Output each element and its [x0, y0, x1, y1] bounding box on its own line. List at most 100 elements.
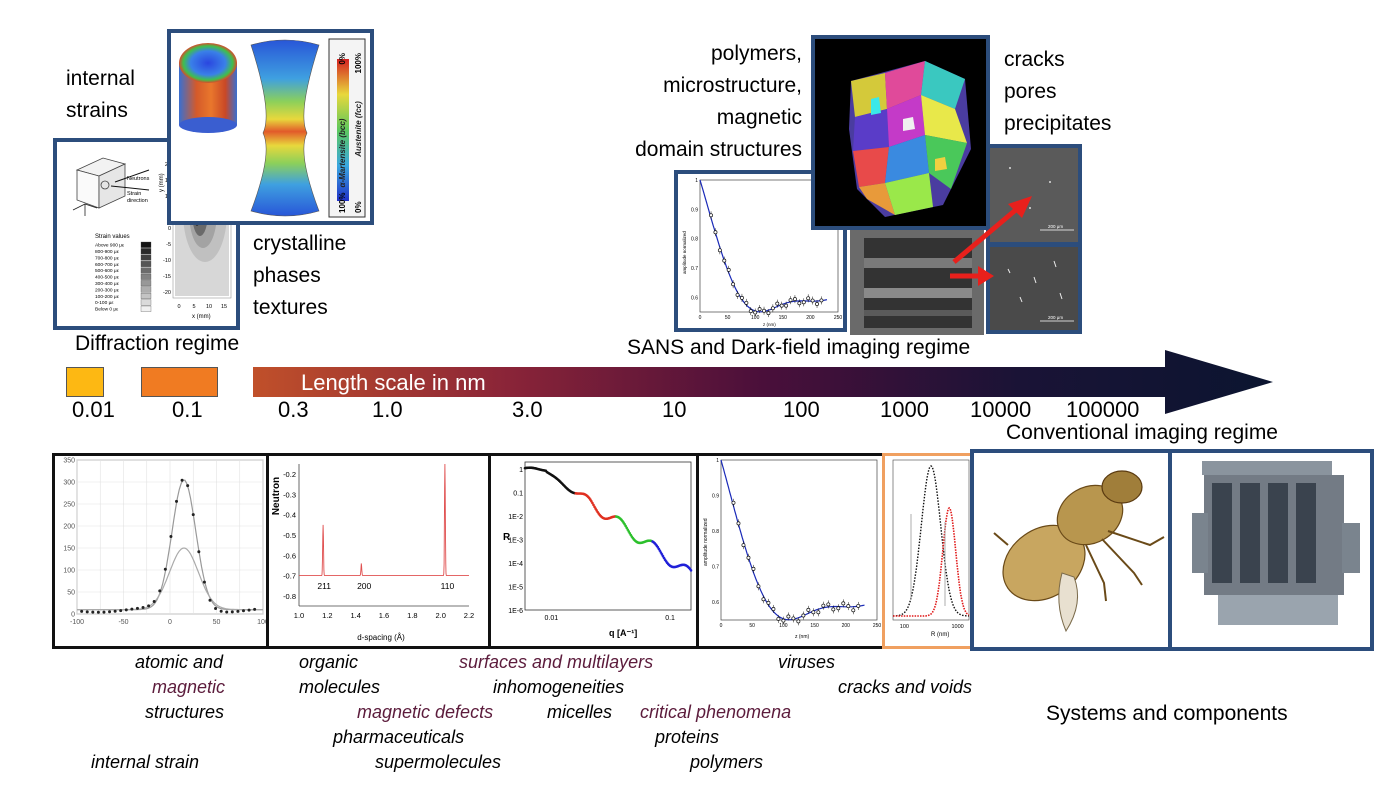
data-point [788, 298, 793, 303]
label-line: domain structures [635, 138, 802, 161]
micrograph-bg [990, 247, 1078, 330]
reflectivity-plot-panel: 1 0.1 1E-2 1E-3 1E-4 1E-5 1E-6 0.01 0.1 R q [A⁻… [488, 453, 699, 649]
x-tick: 1.8 [407, 611, 417, 620]
y-tick: 300 [63, 480, 75, 487]
y-axis-label: R [503, 532, 511, 543]
data-point [766, 600, 771, 605]
legend-swatch [140, 293, 152, 299]
y-axis-label: y (mm) [159, 173, 165, 192]
legend-label: 800-900 με [95, 249, 120, 255]
y-tick: 1E-3 [508, 538, 523, 545]
x-tick: 1.6 [379, 611, 389, 620]
y-tick: -5 [166, 242, 171, 248]
legend-swatch [140, 273, 152, 280]
length-tick: 10 [662, 397, 687, 422]
app-critical-phenomena: critical phenomena [640, 702, 792, 722]
data-point [717, 248, 722, 253]
app-supermolecules: supermolecules [375, 752, 502, 772]
x-axis-label: q [A⁻¹] [609, 628, 637, 638]
data-point [797, 301, 802, 306]
legend-swatch [140, 248, 152, 255]
grain [885, 173, 933, 215]
strain-arrow [110, 185, 150, 191]
y-axis-label: Neutron [271, 477, 282, 515]
x-tick: 250 [873, 623, 882, 629]
sans-regime-label: SANS and Dark-field imaging regime [627, 336, 971, 359]
length-tick: 3.0 [512, 397, 543, 422]
scale-bar-label: 200 μm [1048, 315, 1063, 320]
data-point [175, 499, 179, 503]
data-point [821, 603, 826, 608]
y-tick: 0.6 [691, 295, 698, 301]
length-tick: 0.3 [278, 397, 309, 422]
label-line: pores [1004, 80, 1057, 103]
legend-label: 300-400 με [95, 281, 120, 287]
peak-labels: 211 200 110 [317, 581, 454, 591]
data-point [756, 584, 761, 589]
data-point [158, 589, 162, 593]
x-tick: 50 [725, 315, 731, 321]
data-point [771, 607, 776, 611]
phase-figure: 0% 100% α-Martensite (bcc) Austenite (fc… [173, 35, 366, 218]
phase-panel: 0% 100% α-Martensite (bcc) Austenite (fc… [167, 29, 374, 225]
x-ticks: -100 -50 0 50 100 [70, 619, 266, 626]
y-tick: 1E-2 [508, 514, 523, 521]
grain [925, 135, 967, 189]
label-line: strains [66, 99, 128, 122]
y-ticks: -0.2 -0.3 -0.4 -0.5 -0.6 -0.7 -0.8 [283, 470, 296, 601]
data-point [846, 604, 851, 609]
data-point [735, 292, 740, 297]
band [864, 258, 972, 268]
legend-label: Below 0 με [95, 307, 119, 313]
data-point [781, 618, 786, 623]
data-point [748, 309, 753, 314]
axis-x-mini [72, 203, 86, 211]
data-point [186, 484, 190, 488]
legend-swatch [140, 280, 152, 287]
grain [853, 109, 889, 151]
x-tick: 2.0 [435, 611, 445, 620]
x-axis-label: x (mm) [192, 314, 211, 320]
y-tick: 0 [168, 226, 171, 232]
length-tick: 100 [783, 397, 820, 422]
data-point [197, 550, 201, 554]
data-point [819, 298, 824, 303]
x-tick: 100 [779, 623, 788, 629]
x-tick: 100 [900, 624, 909, 630]
data-point [775, 301, 780, 306]
engine-cylinder [1268, 483, 1288, 583]
grain [935, 157, 947, 171]
data-point [801, 300, 806, 305]
band [864, 310, 972, 316]
y-tick: 250 [63, 502, 75, 509]
data-point [796, 619, 801, 624]
precipitate [1049, 181, 1051, 183]
app-magnetic-defects: magnetic defects [357, 702, 494, 722]
length-swatch-0.01 [66, 367, 104, 397]
x-ticks: 0 50 100 150 200 250 [699, 315, 843, 321]
legend-label: 400-500 με [95, 275, 120, 281]
engine-image [1172, 453, 1370, 647]
data-point [836, 606, 841, 611]
data-point [731, 282, 736, 287]
y-ticks: 1 0.1 1E-2 1E-3 1E-4 1E-5 1E-6 [508, 467, 523, 615]
y-tick: 0.9 [712, 494, 719, 500]
label-line: internal [66, 67, 135, 90]
grain [921, 95, 967, 143]
conventional-regime-label: Conventional imaging regime [1006, 421, 1278, 444]
data-point [806, 607, 811, 612]
data-point [770, 306, 775, 311]
y-tick: 0.6 [712, 600, 719, 606]
app-polymers: polymers [690, 752, 764, 772]
x-tick: 15 [221, 304, 227, 310]
precipitate [1029, 207, 1031, 209]
data-point [214, 606, 218, 610]
x-tick: 50 [749, 623, 755, 629]
data-point [236, 609, 240, 613]
plot-frame [720, 459, 878, 621]
data-point [792, 297, 797, 302]
fly-leg [1107, 530, 1165, 547]
y-tick: 350 [63, 458, 75, 465]
data-point [736, 521, 741, 526]
label-line: precipitates [1004, 112, 1112, 135]
